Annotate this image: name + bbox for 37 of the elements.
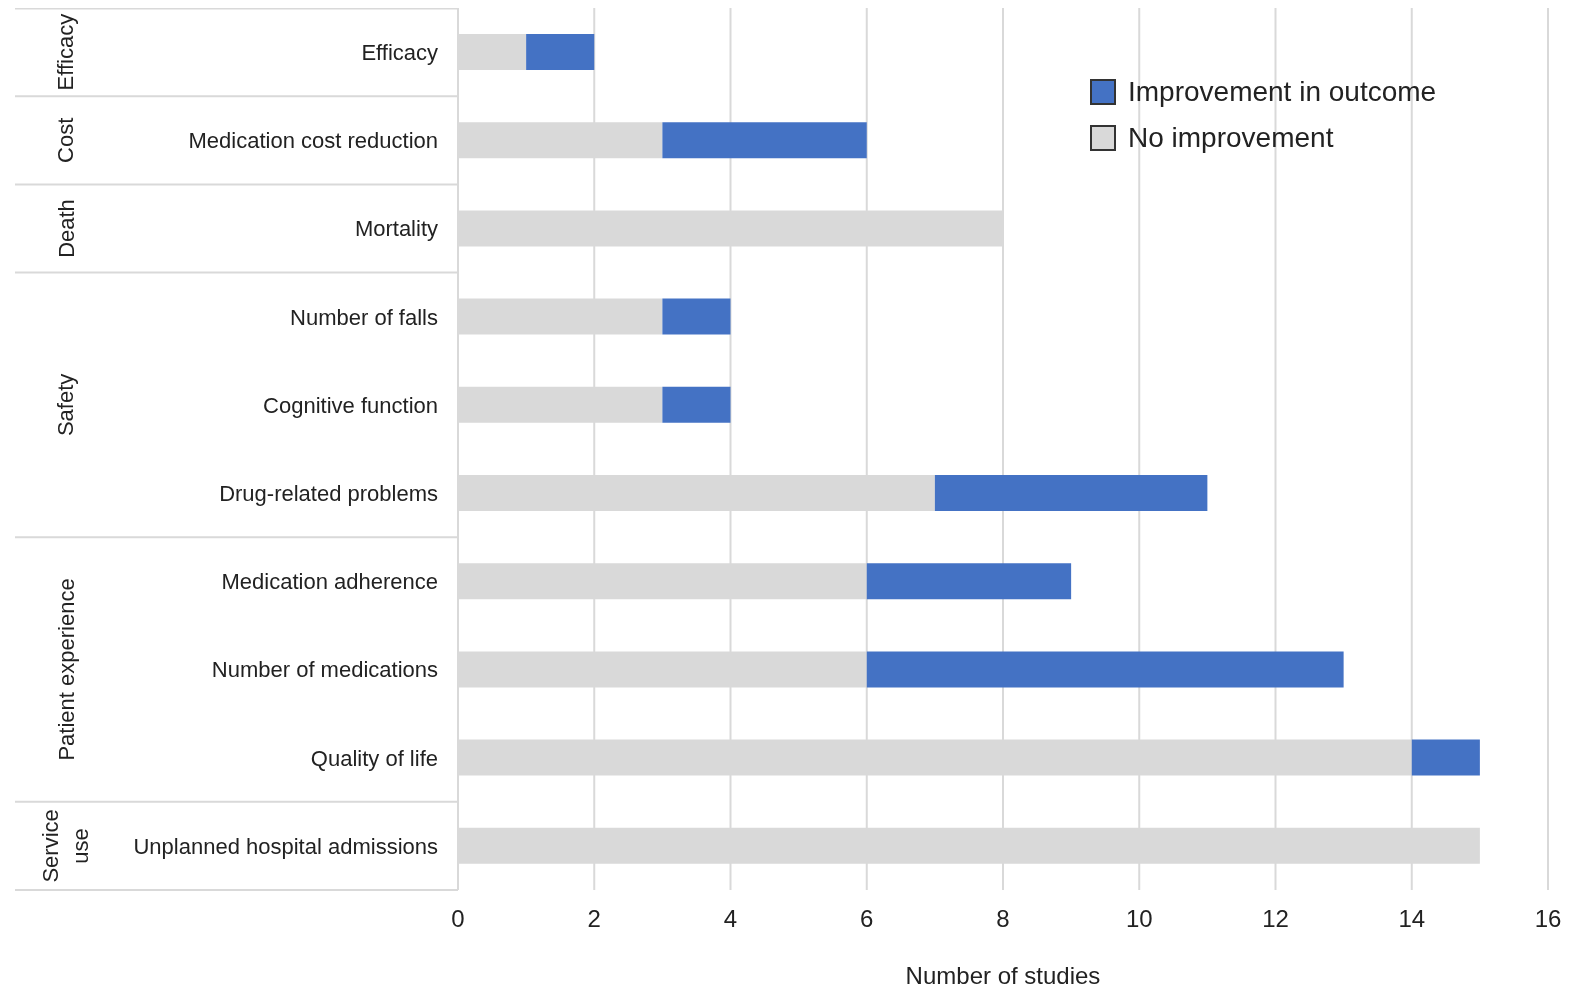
y-tick-label: Medication cost reduction: [188, 128, 438, 154]
y-tick-label: Medication adherence: [221, 569, 438, 595]
x-tick-label: 14: [1398, 905, 1426, 933]
y-tick-label: Drug-related problems: [219, 480, 438, 506]
x-tick-label: 8: [996, 905, 1010, 933]
x-tick-label: 12: [1262, 905, 1289, 933]
text: Death: [53, 199, 79, 258]
y-tick-label: Efficacy: [361, 39, 438, 65]
text: Safety: [53, 373, 79, 437]
text: Service use: [38, 809, 94, 883]
text: Patient experience: [53, 578, 79, 761]
y-tick-label: Unplanned hospital admissions: [133, 833, 438, 859]
y-tick-label: Number of medications: [211, 657, 438, 683]
y-tick-label: Cognitive function: [263, 392, 438, 418]
x-axis-title: Number of studies: [905, 962, 1101, 989]
y-tick-label: Quality of life: [310, 745, 438, 771]
x-tick-label: 2: [587, 905, 601, 933]
y-tick-label: Number of falls: [290, 304, 438, 330]
bar: [662, 298, 731, 335]
y-tick-label: Mortality: [354, 216, 438, 242]
legend-label: No improvement: [1128, 122, 1334, 154]
bar: [866, 651, 1344, 688]
bar: [662, 122, 867, 159]
x-tick-label: 10: [1125, 905, 1153, 933]
bar: [1411, 739, 1480, 776]
bar: [526, 34, 595, 70]
bar: [934, 475, 1208, 511]
text: Efficacy: [53, 13, 79, 91]
bar: [866, 563, 1072, 600]
bar: [458, 34, 527, 70]
x-tick-label: 4: [723, 905, 738, 933]
bar: [662, 386, 731, 423]
x-tick-label: 0: [451, 905, 465, 933]
legend-label: Improvement in outcome: [1128, 76, 1437, 108]
x-tick-label: 6: [860, 905, 874, 933]
x-tick-label: 16: [1534, 905, 1562, 933]
text: Cost: [53, 117, 79, 163]
